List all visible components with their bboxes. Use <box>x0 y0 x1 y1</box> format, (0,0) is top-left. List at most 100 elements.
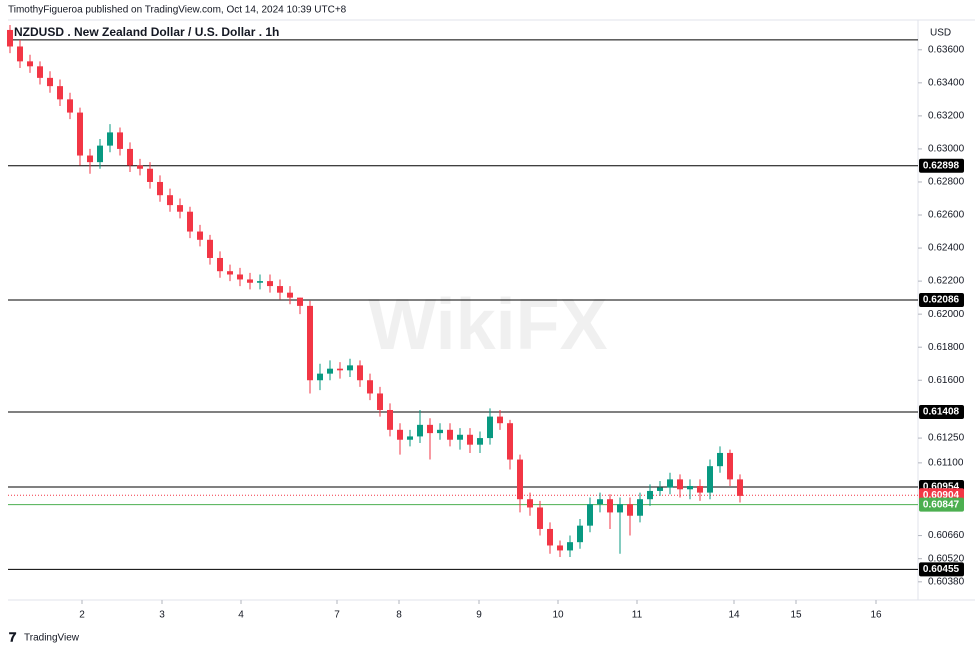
level-label: 0.62086 <box>923 295 960 306</box>
candle-body <box>287 292 293 298</box>
green-line-label: 0.60847 <box>923 499 960 510</box>
candle-body <box>587 504 593 526</box>
x-tick-label: 8 <box>396 610 402 621</box>
candle-body <box>537 507 543 529</box>
x-tick-label: 11 <box>632 610 643 621</box>
candle-body <box>547 528 553 546</box>
candle-body <box>677 479 683 490</box>
y-tick-label: 0.63600 <box>928 44 965 55</box>
candle-body <box>697 485 703 493</box>
candle-body <box>57 86 63 100</box>
chart-title: NZDUSD . New Zealand Dollar / U.S. Dolla… <box>14 25 279 39</box>
candle-body <box>257 281 263 283</box>
y-tick-label: 0.61250 <box>928 433 965 444</box>
x-tick-label: 15 <box>790 610 802 621</box>
brand: TradingView <box>24 633 80 644</box>
candle-body <box>687 485 693 490</box>
level-box <box>919 404 964 419</box>
y-tick-label: 0.62200 <box>928 276 965 287</box>
candle-body <box>147 168 153 182</box>
candle-body <box>437 429 443 434</box>
candle-body <box>387 409 393 430</box>
brand-logo: 𝟕 <box>9 629 17 644</box>
candle-body <box>187 211 193 232</box>
candle-body <box>207 239 213 258</box>
candle-body <box>627 504 633 516</box>
candle-body <box>267 281 273 287</box>
green-line-box <box>919 497 964 512</box>
x-tick-label: 9 <box>476 610 482 621</box>
candle-body <box>247 279 253 283</box>
candle-body <box>567 542 573 551</box>
candle-body <box>317 373 323 381</box>
candle-body <box>177 205 183 212</box>
candle-body <box>717 452 723 467</box>
candle-body <box>427 424 433 434</box>
publisher: TimothyFigueroa published on TradingView… <box>8 5 347 16</box>
candle-body <box>407 436 413 440</box>
candle-body <box>157 181 163 196</box>
candle-body <box>507 423 513 460</box>
candle-body <box>367 380 373 394</box>
candle-body <box>597 499 603 505</box>
candle-body <box>37 66 43 78</box>
candle-body <box>17 46 23 62</box>
x-tick-label: 4 <box>238 610 244 621</box>
candle-body <box>577 525 583 543</box>
candle-body <box>327 368 333 374</box>
candle-body <box>487 416 493 439</box>
y-tick-label: 0.63200 <box>928 111 965 122</box>
level-label: 0.60455 <box>923 564 960 575</box>
candle-body <box>467 434 473 445</box>
candle-body <box>27 61 33 67</box>
candle-body <box>97 145 103 163</box>
y-tick-label: 0.63400 <box>928 77 965 88</box>
candle-body <box>297 297 303 306</box>
x-tick-label: 16 <box>870 610 882 621</box>
level-label: 0.62898 <box>923 160 960 171</box>
candle-body <box>137 165 143 169</box>
candle-body <box>607 499 613 513</box>
candle-body <box>167 195 173 206</box>
y-tick-label: 0.60660 <box>928 530 965 541</box>
candle-body <box>7 29 13 47</box>
candle-body <box>277 286 283 293</box>
candle-body <box>337 368 343 371</box>
candle-body <box>667 479 673 488</box>
y-tick-label: 0.63000 <box>928 144 965 155</box>
y-tick-label: 0.62000 <box>928 309 965 320</box>
candle-body <box>707 466 713 493</box>
x-tick-label: 7 <box>334 610 340 621</box>
candle-body <box>657 487 663 491</box>
y-tick-label: 0.60380 <box>928 576 965 587</box>
y-tick-label: 0.62800 <box>928 177 965 188</box>
candle-body <box>127 148 133 166</box>
candle-body <box>227 271 233 275</box>
candle-body <box>237 274 243 280</box>
y-tick-label: 0.61800 <box>928 342 965 353</box>
candle-body <box>87 155 93 163</box>
candle-body <box>447 429 453 440</box>
candle-body <box>47 77 53 87</box>
level-label: 0.60954 <box>923 482 960 493</box>
x-tick-label: 3 <box>159 610 165 621</box>
candle-body <box>477 438 483 445</box>
candle-body <box>107 132 113 146</box>
x-tick-label: 10 <box>552 610 564 621</box>
candle-body <box>197 231 203 240</box>
candle-body <box>737 479 743 496</box>
candle-body <box>357 365 363 381</box>
candle-body <box>307 305 313 381</box>
x-tick-label: 2 <box>79 610 85 621</box>
level-box <box>919 292 964 307</box>
x-tick-label: 14 <box>728 610 740 621</box>
y-tick-label: 0.60520 <box>928 553 965 564</box>
candle-body <box>527 499 533 508</box>
candle-body <box>67 99 73 113</box>
candle-body <box>617 504 623 513</box>
candle-body <box>647 490 653 500</box>
candle-body <box>377 393 383 410</box>
candle-body <box>397 429 403 440</box>
